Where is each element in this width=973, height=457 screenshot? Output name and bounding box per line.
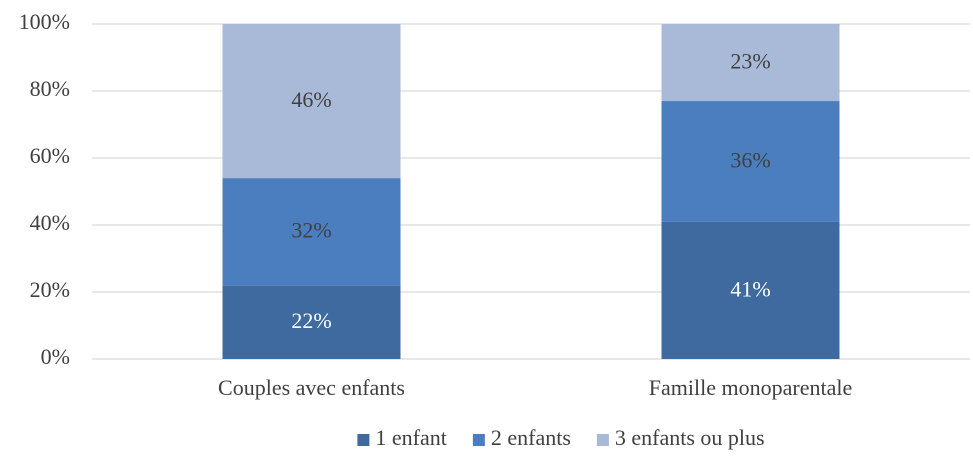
data-label: 36%	[730, 147, 770, 172]
data-label: 22%	[291, 308, 331, 333]
bar-segment	[661, 101, 840, 222]
legend-label: 1 enfant	[375, 425, 446, 450]
bar-segment	[222, 24, 401, 179]
y-tick-label: 0%	[41, 344, 70, 369]
x-tick-label: Couples avec enfants	[218, 375, 405, 400]
y-tick-label: 80%	[30, 76, 70, 101]
bar-segment	[661, 24, 840, 102]
legend-label: 3 enfants ou plus	[615, 425, 765, 450]
y-tick-label: 100%	[19, 9, 70, 34]
legend-swatch	[357, 434, 370, 446]
y-tick-label: 20%	[30, 277, 70, 302]
y-tick-label: 60%	[30, 143, 70, 168]
data-label: 23%	[730, 49, 770, 74]
data-label: 41%	[730, 276, 770, 301]
legend-swatch	[472, 434, 485, 446]
bar-segment	[661, 221, 840, 359]
x-tick-label: Famille monoparentale	[649, 375, 852, 400]
y-tick-label: 40%	[30, 210, 70, 235]
data-label: 46%	[291, 87, 331, 112]
bar-segment	[222, 178, 401, 286]
data-label: 32%	[291, 218, 331, 243]
legend-swatch	[596, 434, 609, 446]
bar-segment	[222, 285, 401, 359]
legend-label: 2 enfants	[491, 425, 571, 450]
